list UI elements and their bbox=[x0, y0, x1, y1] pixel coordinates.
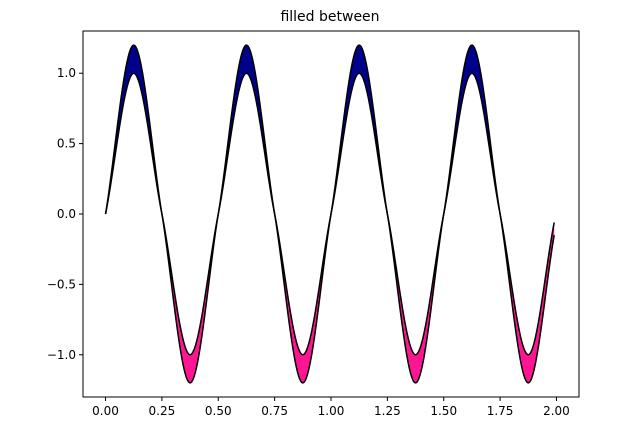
x-tick-label: 0.50 bbox=[205, 404, 232, 418]
series-2-line bbox=[104, 44, 555, 384]
y-tick-label: 0.5 bbox=[57, 137, 76, 151]
y-tick-label: 0.0 bbox=[57, 207, 76, 221]
series-lines bbox=[104, 44, 555, 384]
y-tick-label: −0.5 bbox=[47, 277, 76, 291]
x-tick-label: 0.75 bbox=[261, 404, 288, 418]
y-tick-label: 1.0 bbox=[57, 66, 76, 80]
x-tick-label: 0.00 bbox=[92, 404, 119, 418]
y-tick-label: −1.0 bbox=[47, 348, 76, 362]
x-axis: 0.00 0.25 0.50 0.75 1.00 1.25 1.50 1.75 2.00 bbox=[92, 397, 570, 418]
x-tick-label: 1.50 bbox=[430, 404, 457, 418]
fill-regions bbox=[105, 45, 555, 383]
x-tick-label: 1.00 bbox=[318, 404, 345, 418]
x-tick-label: 0.25 bbox=[149, 404, 176, 418]
x-tick-label: 2.00 bbox=[543, 404, 570, 418]
y-axis: −1.0 −0.5 0.0 0.5 1.0 bbox=[47, 66, 83, 362]
x-tick-label: 1.75 bbox=[487, 404, 514, 418]
x-tick-label: 1.25 bbox=[374, 404, 401, 418]
chart-title: filled between bbox=[280, 9, 379, 25]
fill-region-7 bbox=[500, 214, 555, 383]
